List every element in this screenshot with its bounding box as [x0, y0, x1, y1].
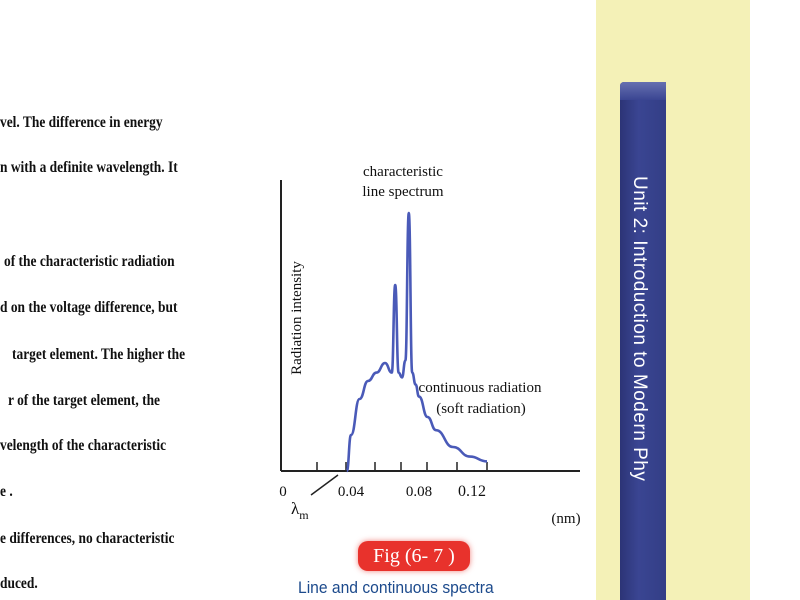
x-unit-label: (nm) [551, 511, 580, 527]
tick-label-008: 0.08 [406, 484, 432, 500]
body-line-9: e differences, no characteristic [0, 530, 175, 547]
body-line-4: d on the voltage difference, but [0, 299, 178, 316]
lambda-label: λm [291, 499, 309, 522]
body-text-column: vel. The difference in energy n with a d… [0, 0, 260, 600]
body-line-10: duced. [0, 575, 38, 592]
unit-title-container: Unit 2: Introduction to Modern Phy [628, 176, 658, 600]
body-line-6: r of the target element, the [8, 392, 161, 409]
body-line-1: vel. The difference in energy [0, 114, 163, 131]
body-line-5: target element. The higher the [12, 346, 186, 363]
continuous-label-2: (soft radiation) [436, 401, 526, 417]
spectrum-curve [345, 211, 488, 473]
y-axis-label: Radiation intensity [289, 261, 305, 375]
body-line-2: n with a definite wavelength. It [0, 159, 178, 176]
body-line-8: e . [0, 483, 13, 500]
line-spectrum-label-2: line spectrum [362, 184, 444, 200]
page-margin [750, 0, 800, 600]
spectrum-figure: Radiation intensity characteristic line … [279, 164, 580, 527]
tick-label-012: 0.12 [458, 483, 486, 500]
figure-number-badge: Fig (6- 7 ) [358, 541, 470, 571]
tick-label-0: 0 [279, 484, 287, 500]
figure-caption: Line and continuous spectra [298, 578, 494, 597]
unit-tab [620, 82, 666, 600]
x-ticks [316, 462, 488, 471]
body-line-7: velength of the characteristic [0, 437, 167, 454]
lambda-pointer [310, 474, 339, 496]
unit-title: Unit 2: Introduction to Modern Phy [629, 176, 650, 482]
tick-label-004: 0.04 [338, 484, 365, 500]
body-line-3: of the characteristic radiation [4, 253, 175, 270]
line-spectrum-label-1: characteristic [363, 164, 443, 180]
continuous-label-1: continuous radiation [419, 380, 542, 396]
